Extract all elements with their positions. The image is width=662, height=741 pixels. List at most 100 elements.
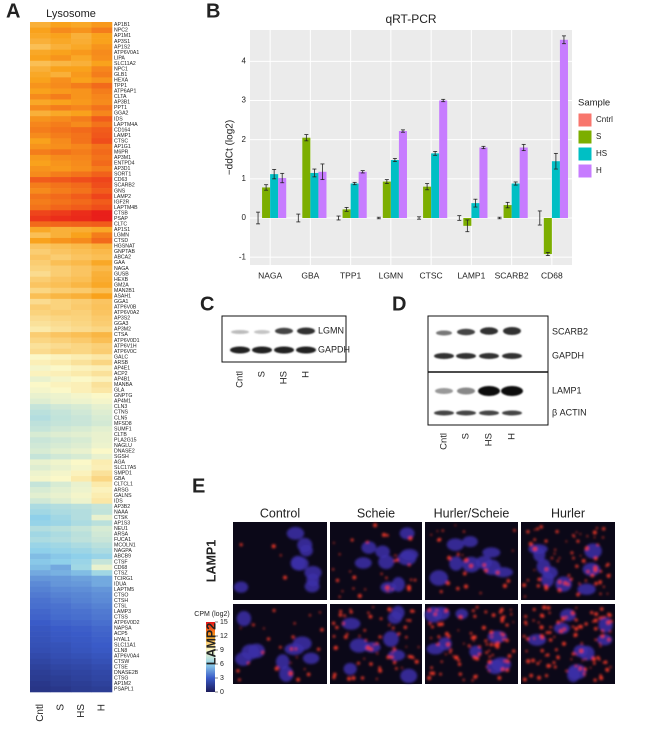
lysosome-dot bbox=[368, 614, 373, 619]
lysosome-dot bbox=[346, 632, 349, 636]
heatmap-cell bbox=[91, 282, 113, 289]
heatmap-cell bbox=[71, 193, 92, 200]
error-bar bbox=[336, 215, 341, 221]
heatmap-cell bbox=[50, 564, 72, 571]
heatmap-cell bbox=[71, 154, 92, 161]
row-label: ARSG bbox=[114, 487, 129, 493]
lysosome-dot bbox=[472, 635, 477, 640]
lysosome-dot bbox=[239, 543, 243, 547]
heatmap-cell bbox=[71, 476, 92, 482]
heatmap-cell bbox=[91, 459, 113, 466]
heatmap-cell bbox=[30, 614, 51, 621]
heatmap-cell bbox=[50, 359, 72, 366]
heatmap-cell bbox=[50, 658, 72, 665]
colorbar-tick-label: 15 bbox=[220, 619, 228, 626]
heatmap-cell bbox=[30, 66, 51, 73]
row-label: SGSH bbox=[114, 454, 129, 460]
lysosome-dot bbox=[537, 577, 541, 582]
heatmap-cell bbox=[30, 575, 51, 582]
heatmap-cell bbox=[30, 415, 51, 421]
error-bar bbox=[521, 143, 526, 152]
lysosome-dot bbox=[437, 538, 441, 542]
bar bbox=[503, 205, 512, 218]
heatmap-cell bbox=[91, 138, 113, 145]
y-tick-label: 3 bbox=[242, 96, 247, 105]
lysosome-dot bbox=[457, 662, 462, 666]
heatmap-cell bbox=[71, 415, 92, 421]
heatmap-cell bbox=[91, 22, 113, 28]
heatmap-cell bbox=[91, 271, 113, 278]
heatmap-cell bbox=[30, 581, 51, 588]
lysosome-dot bbox=[560, 620, 563, 623]
bar bbox=[262, 187, 271, 218]
lysosome-dot bbox=[571, 611, 575, 615]
lysosome-dot bbox=[349, 608, 352, 611]
heatmap-cell bbox=[50, 22, 72, 28]
heatmap-cell bbox=[71, 337, 92, 344]
lysosome-dot bbox=[586, 570, 590, 573]
heatmap-cell bbox=[30, 658, 51, 665]
heatmap-cell bbox=[91, 116, 113, 122]
lysosome-dot bbox=[405, 635, 408, 639]
heatmap-cell bbox=[91, 470, 113, 477]
nucleus bbox=[455, 608, 469, 620]
heatmap-cell bbox=[91, 33, 113, 39]
heatmap-cell bbox=[50, 82, 72, 89]
heatmap-cell bbox=[91, 82, 113, 89]
heatmap-cell bbox=[30, 149, 51, 156]
heatmap-cell bbox=[91, 298, 113, 305]
heatmap-cell bbox=[30, 636, 51, 643]
lysosome-dot bbox=[386, 655, 391, 660]
row-label: AP3M2 bbox=[114, 327, 131, 333]
bar bbox=[398, 131, 407, 218]
lysosome-dot bbox=[562, 627, 566, 631]
lysosome-dot bbox=[408, 536, 413, 541]
heatmap-cell bbox=[30, 116, 51, 122]
heatmap-cell bbox=[50, 536, 72, 543]
colorbar-tick-label: 6 bbox=[220, 661, 224, 668]
heatmap-cell bbox=[91, 188, 113, 194]
lysosome-dot bbox=[378, 666, 381, 669]
heatmap-cell bbox=[50, 44, 72, 50]
lysosome-dot bbox=[594, 638, 596, 641]
heatmap-cell bbox=[50, 271, 72, 278]
row-label: GALNS bbox=[114, 493, 132, 499]
lysosome-dot bbox=[239, 627, 242, 630]
nucleus bbox=[429, 570, 449, 586]
row-label: AP3S2 bbox=[114, 316, 130, 322]
heatmap-cell bbox=[50, 381, 72, 388]
heatmap-cell bbox=[30, 459, 51, 466]
heatmap-cell bbox=[50, 321, 72, 327]
band-label: SCARB2 bbox=[552, 326, 588, 336]
lysosome-dot bbox=[446, 642, 450, 647]
heatmap-cell bbox=[91, 437, 113, 444]
lysosome-dot bbox=[391, 626, 395, 630]
heatmap-cell bbox=[71, 254, 92, 261]
lysosome-dot bbox=[385, 533, 389, 537]
lysosome-dot bbox=[550, 556, 554, 560]
error-bar bbox=[417, 216, 422, 220]
heatmap-cell bbox=[71, 442, 92, 449]
heatmap-cell bbox=[91, 476, 113, 482]
lysosome-dot bbox=[263, 627, 265, 630]
lysosome-dot bbox=[380, 572, 383, 576]
row-label: ATP6V1H bbox=[114, 343, 137, 349]
lysosome-dot bbox=[607, 638, 611, 641]
heatmap-cell bbox=[91, 276, 113, 283]
lysosome-dot bbox=[565, 669, 568, 672]
heatmap-cell bbox=[30, 359, 51, 366]
lysosome-dot bbox=[571, 625, 575, 628]
lysosome-dot bbox=[522, 583, 527, 588]
heatmap-cell bbox=[50, 55, 72, 62]
y-tick-label: 1 bbox=[242, 174, 247, 183]
lane-label: Cntl bbox=[439, 433, 450, 450]
lysosome-dot bbox=[572, 556, 575, 560]
lysosome-dot bbox=[445, 581, 451, 586]
nucleus bbox=[291, 556, 309, 571]
row-label: GALC bbox=[114, 354, 128, 360]
heatmap-cell bbox=[71, 492, 92, 499]
heatmap-cell bbox=[91, 127, 113, 134]
heatmap-cell bbox=[50, 132, 72, 139]
heatmap-cell bbox=[91, 559, 113, 565]
heatmap-cell bbox=[91, 536, 113, 543]
